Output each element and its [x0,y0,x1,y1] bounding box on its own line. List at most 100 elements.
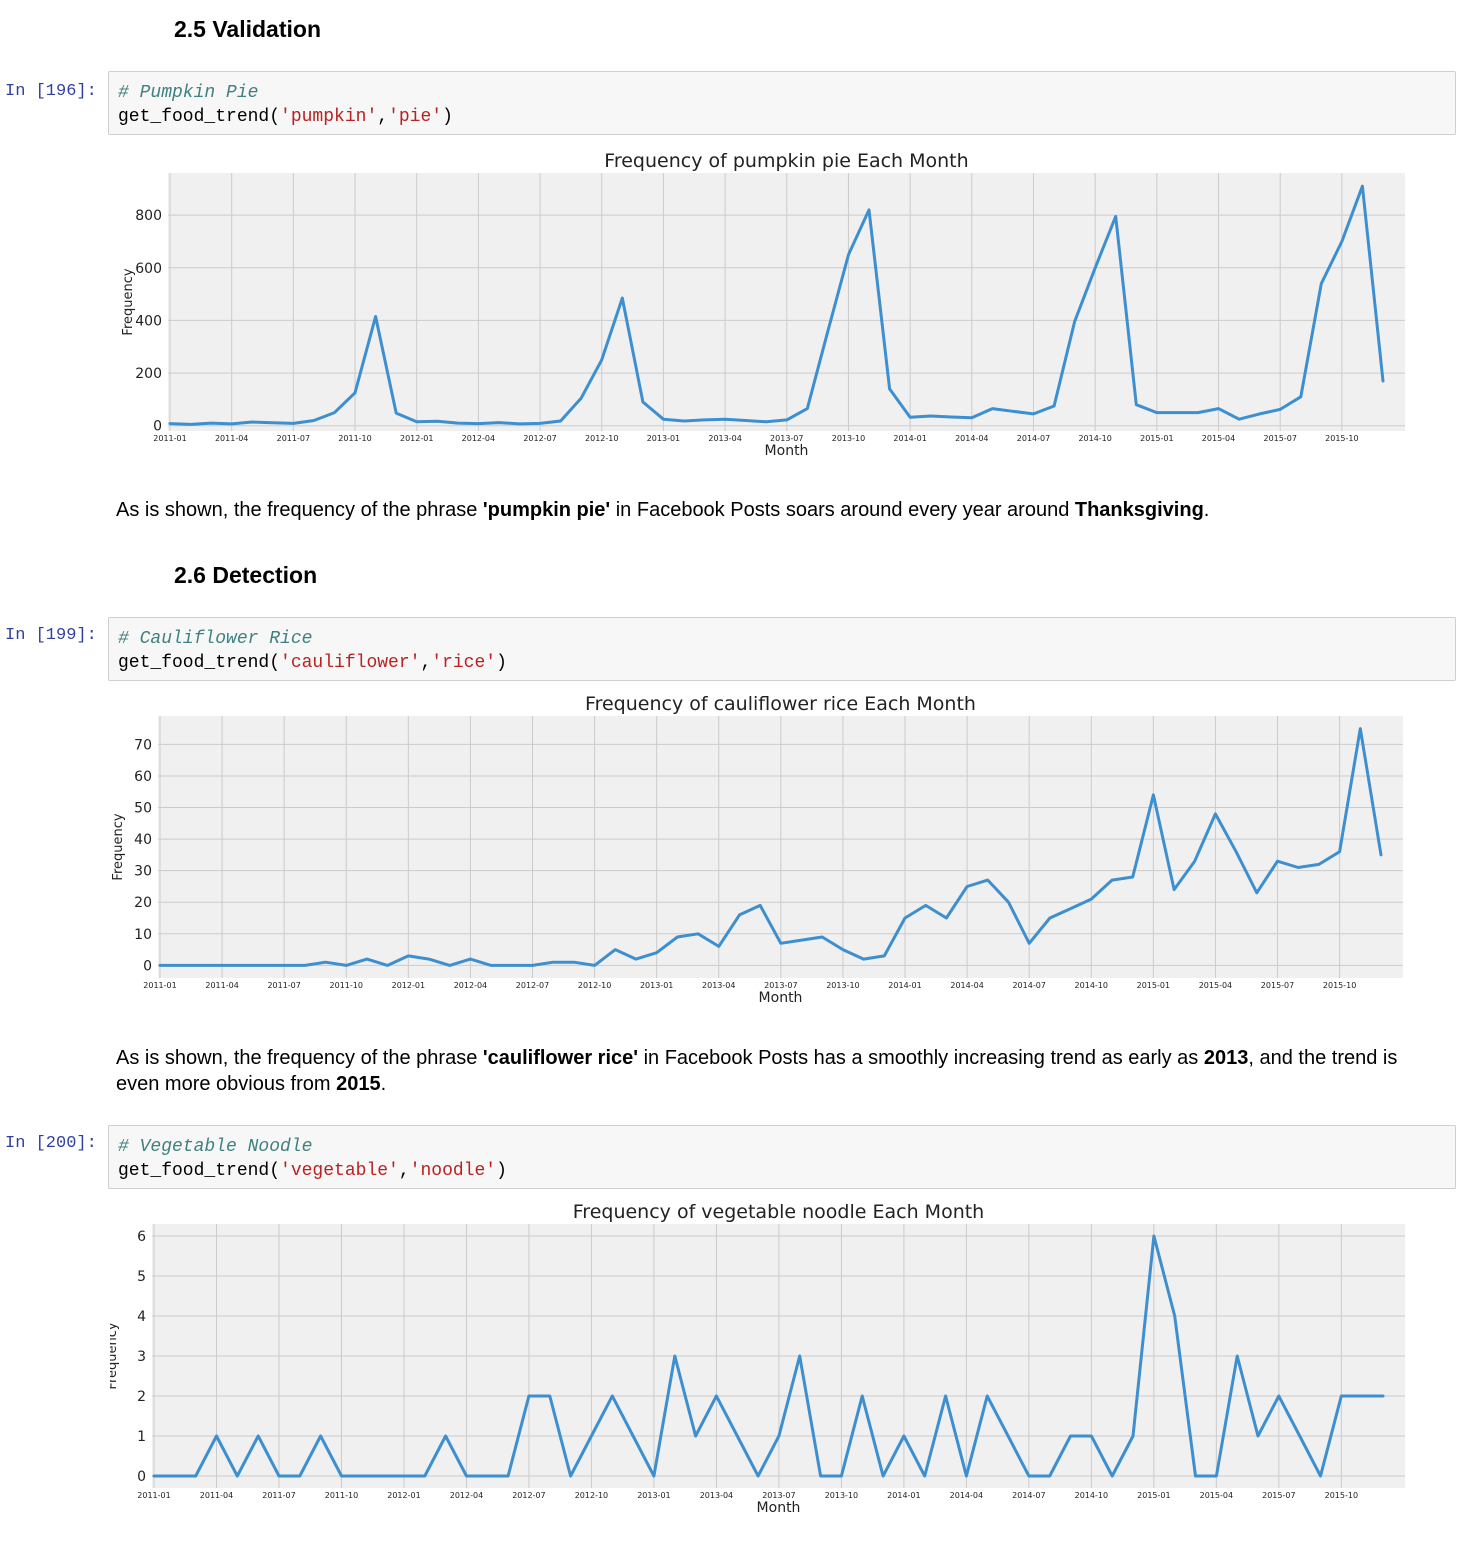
x-tick-label: 2011-04 [205,981,238,990]
code-arg2: 'rice' [431,653,497,673]
md-bold: 2015 [336,1073,381,1095]
x-tick-label: 2011-01 [153,434,186,443]
y-tick-label: 60 [134,769,152,785]
code-cell-vegetable[interactable]: # Vegetable Noodle get_food_trend('veget… [108,1125,1456,1189]
x-tick-label: 2013-07 [770,434,803,443]
x-tick-label: 2013-07 [762,1491,795,1500]
code-close: ) [496,1161,507,1181]
x-tick-label: 2012-07 [512,1491,545,1500]
section-heading-validation: 2.5 Validation [174,16,321,42]
x-tick-label: 2013-01 [640,981,673,990]
code-line-comment: # Vegetable Noodle [118,1135,1446,1159]
code-line-call: get_food_trend('pumpkin','pie') [118,105,1446,129]
md-text: , and the trend is even more obvious fro… [116,1047,1398,1095]
x-tick-label: 2013-04 [702,981,735,990]
series-line [158,727,1383,967]
x-axis-label: Month [765,443,809,459]
chart-title: Frequency of vegetable noodle Each Month [573,1201,984,1223]
x-tick-label: 2015-04 [1199,981,1232,990]
y-axis-label: Frequency [110,1322,120,1389]
x-tick-label: 2012-04 [462,434,495,443]
x-tick-label: 2013-10 [832,434,865,443]
x-tick-label: 2013-10 [826,981,859,990]
x-tick-label: 2011-04 [200,1491,233,1500]
code-comment: # Pumpkin Pie [118,83,259,103]
chart-vegetable-noodle: Frequency of vegetable noodle Each Month… [110,1201,1405,1516]
code-arg1: 'pumpkin' [280,107,378,127]
x-tick-label: 2013-01 [637,1491,670,1500]
code-arg1: 'cauliflower' [280,653,421,673]
x-tick-label: 2012-01 [400,434,433,443]
x-tick-label: 2013-01 [647,434,680,443]
y-tick-label: 50 [134,801,152,817]
code-cell-cauliflower[interactable]: # Cauliflower Rice get_food_trend('cauli… [108,617,1456,681]
x-tick-label: 2015-10 [1323,981,1356,990]
y-tick-label: 3 [137,1349,146,1365]
code-line-call: get_food_trend('vegetable','noodle') [118,1159,1446,1183]
code-close: ) [496,653,507,673]
chart-title: Frequency of pumpkin pie Each Month [604,150,968,172]
y-tick-label: 30 [134,864,152,880]
code-arg2: 'noodle' [409,1161,497,1181]
code-cell-pumpkin[interactable]: # Pumpkin Pie get_food_trend('pumpkin','… [108,71,1456,135]
x-tick-label: 2012-01 [392,981,425,990]
y-tick-label: 4 [137,1309,146,1325]
cell-prompt: In [199]: [5,626,97,645]
md-text: As is shown, the frequency of the phrase [116,1047,483,1069]
y-tick-label: 0 [143,958,152,974]
x-tick-label: 2012-10 [575,1491,608,1500]
x-tick-label: 2014-07 [1012,1491,1045,1500]
x-tick-label: 2015-07 [1261,981,1294,990]
y-tick-label: 20 [134,895,152,911]
x-tick-label: 2011-01 [143,981,176,990]
x-tick-label: 2012-01 [387,1491,420,1500]
x-tick-label: 2012-04 [450,1491,483,1500]
md-text: As is shown, the frequency of the phrase [116,499,483,521]
x-axis-label: Month [759,990,803,1006]
y-tick-label: 0 [137,1469,146,1485]
x-tick-label: 2011-04 [215,434,248,443]
x-tick-label: 2012-04 [454,981,487,990]
y-tick-label: 600 [135,261,162,277]
x-tick-label: 2014-10 [1078,434,1111,443]
x-tick-label: 2014-07 [1017,434,1050,443]
x-tick-label: 2014-10 [1075,1491,1108,1500]
x-tick-label: 2015-07 [1262,1491,1295,1500]
code-func: get_food_trend( [118,653,281,673]
y-axis-label: Frequency [121,268,136,335]
x-tick-label: 2014-01 [893,434,926,443]
x-tick-label: 2012-07 [516,981,549,990]
md-bold: 2013 [1203,1047,1249,1069]
chart-cauliflower-rice: Frequency of cauliflower rice Each Month… [111,693,1403,1006]
markdown-cauliflower-explanation: As is shown, the frequency of the phrase… [116,1045,1436,1097]
x-tick-label: 2014-04 [950,1491,983,1500]
code-line-call: get_food_trend('cauliflower','rice') [118,651,1446,675]
y-tick-label: 10 [134,927,152,943]
x-tick-label: 2011-10 [338,434,371,443]
y-tick-label: 2 [137,1389,146,1405]
x-tick-label: 2011-07 [267,981,300,990]
code-func: get_food_trend( [118,1161,281,1181]
y-tick-label: 40 [134,832,152,848]
x-tick-label: 2015-04 [1200,1491,1233,1500]
md-text: in Facebook Posts soars around every yea… [610,499,1075,521]
x-tick-label: 2013-10 [825,1491,858,1500]
x-tick-label: 2015-10 [1325,1491,1358,1500]
chart-pumpkin-pie: Frequency of pumpkin pie Each Month 0 200 4… [121,150,1405,459]
x-tick-label: 2015-07 [1263,434,1296,443]
code-line-comment: # Cauliflower Rice [118,627,1446,651]
md-text: . [1203,499,1210,521]
x-tick-label: 2012-10 [585,434,618,443]
markdown-pumpkin-explanation: As is shown, the frequency of the phrase… [116,497,1436,523]
y-tick-label: 400 [135,313,162,329]
x-tick-label: 2014-01 [887,1491,920,1500]
x-tick-label: 2013-04 [700,1491,733,1500]
cell-prompt: In [200]: [5,1134,97,1153]
x-tick-label: 2011-10 [330,981,363,990]
cell-prompt: In [196]: [5,82,97,101]
code-sep: , [398,1161,410,1181]
section-heading-detection: 2.6 Detection [174,562,318,588]
x-tick-label: 2012-07 [523,434,556,443]
code-comment: # Vegetable Noodle [118,1137,313,1157]
x-tick-label: 2012-10 [578,981,611,990]
